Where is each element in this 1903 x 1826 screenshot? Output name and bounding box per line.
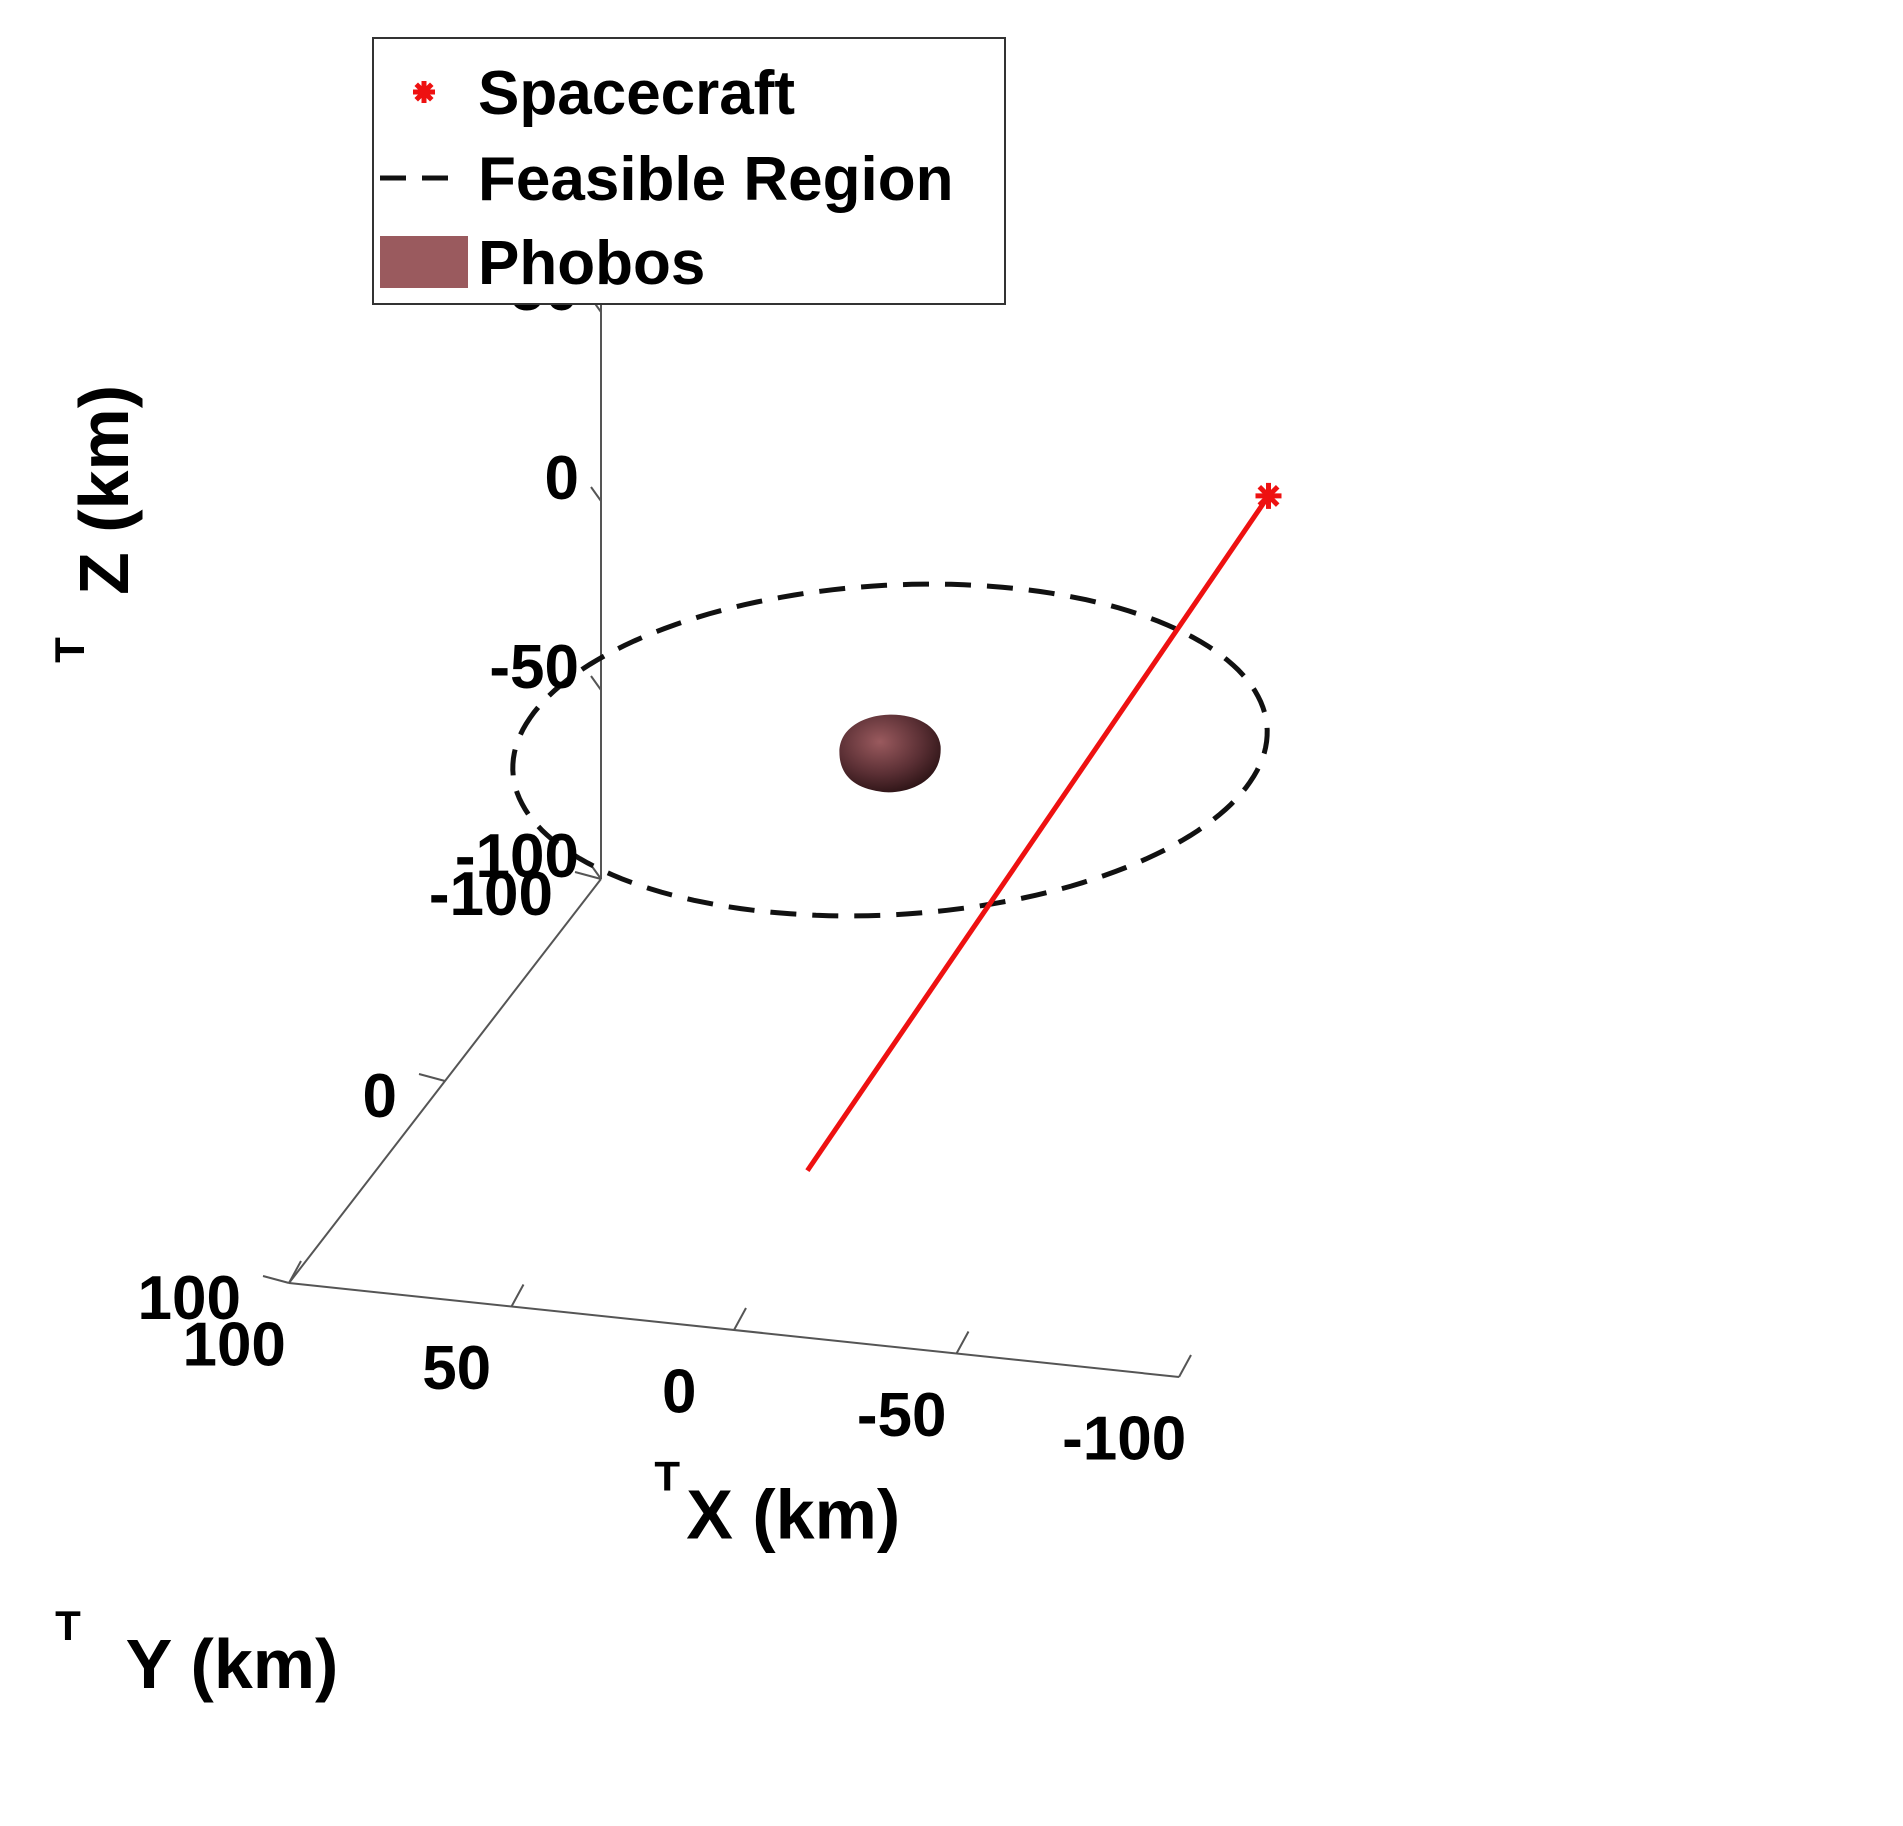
legend-phobos-patch [380,236,468,288]
y-tick [418,1073,446,1082]
marks-layer [510,482,1282,1173]
x-tick-label: -50 [857,1381,947,1450]
phobos-body [839,714,941,793]
x-tick [510,1284,525,1307]
z-tick-label: -50 [489,633,579,702]
y-tick [574,871,602,880]
x-tick [1178,1354,1192,1378]
x-tick-label: 50 [422,1334,491,1403]
legend-spacecraft-marker-stroke [414,82,434,102]
feasible-region-circle [510,581,1270,919]
z-tick-label: 0 [545,444,579,513]
y-tick-label: 100 [138,1264,241,1333]
y-tick [262,1275,290,1284]
legend-label-phobos: Phobos [478,229,705,298]
spacecraft-marker [1255,482,1282,509]
x-tick [288,1260,302,1284]
z-tick [590,864,602,880]
z-tick [590,675,602,691]
spacecraft-marker-stroke [1257,484,1280,507]
z-tick [590,486,602,502]
x-tick-label: 100 [182,1311,285,1380]
x-tick [733,1307,747,1331]
x-tick-label: 0 [662,1358,696,1427]
legend-label-feasible-region: Feasible Region [478,145,953,214]
x-axis-label-superscript: T [654,1453,680,1500]
y-tick-label: 0 [363,1062,397,1131]
x-tick-label: -100 [1062,1405,1186,1474]
legend-label-spacecraft: Spacecraft [478,59,795,128]
legend-spacecraft-marker [413,81,435,103]
x-tick [955,1331,970,1354]
y-axis-label-superscript: T [55,1602,81,1649]
z-axis-label: Z (km) [65,385,143,595]
legend: Spacecraft Feasible Region Phobos [372,37,1006,305]
trajectory-line [805,494,1271,1173]
z-tick-label: -100 [455,822,579,891]
y-axis-label: Y (km) [126,1625,339,1703]
legend-box [372,37,1006,305]
z-axis-label-superscript: T [46,637,93,663]
x-axis-label: X (km) [686,1476,900,1554]
y-tick-label: -100 [429,860,553,929]
